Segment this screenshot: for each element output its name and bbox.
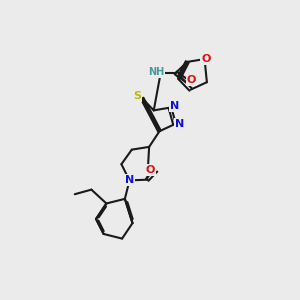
Text: O: O xyxy=(146,165,155,175)
Text: N: N xyxy=(175,119,184,129)
Text: NH: NH xyxy=(148,67,164,77)
Text: O: O xyxy=(201,54,210,64)
Text: N: N xyxy=(125,176,134,185)
Text: N: N xyxy=(170,101,179,111)
Text: S: S xyxy=(133,91,141,101)
Text: O: O xyxy=(187,75,196,85)
